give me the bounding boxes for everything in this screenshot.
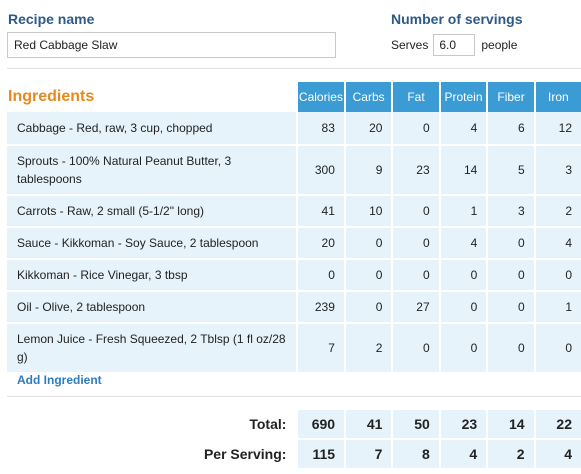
header-carbs: Carbs [343,82,392,112]
servings-row: Serves people [391,34,517,56]
fat-value: 0 [391,112,439,146]
carbs-value: 10 [343,196,392,228]
fat-value: 0 [391,196,439,228]
header-protein: Protein [438,82,487,112]
total-fiber: 14 [486,410,534,440]
ingredient-name[interactable]: Lemon Juice - Fresh Squeezed, 2 Tblsp (1… [7,324,296,374]
protein-value: 14 [438,146,487,196]
iron-value: 2 [533,196,581,228]
calories-value: 239 [295,292,344,324]
per-serving-carbs: 7 [344,440,392,470]
carbs-value: 0 [343,292,392,324]
divider [7,396,581,397]
per-serving-calories: 115 [296,440,345,470]
iron-value: 1 [533,292,581,324]
table-row[interactable]: Carrots - Raw, 2 small (5-1/2" long) 41 … [7,196,581,228]
ingredients-title: Ingredients [8,88,95,105]
iron-value: 3 [533,146,581,196]
protein-value: 0 [438,324,487,374]
per-serving-label: Per Serving: [7,440,297,470]
recipe-name-input[interactable] [7,32,336,58]
table-row[interactable]: Cabbage - Red, raw, 3 cup, chopped 83 20… [7,112,581,146]
fat-value: 0 [391,324,439,374]
totals-table: Total: 690 41 50 23 14 22 Per Serving: 1… [7,410,581,470]
table-header-row: Calories Carbs Fat Protein Fiber Iron [7,82,581,112]
ingredient-name[interactable]: Oil - Olive, 2 tablespoon [7,292,296,324]
fat-value: 23 [391,146,439,196]
calories-value: 41 [295,196,344,228]
per-serving-row: Per Serving: 115 7 8 4 2 4 [7,440,581,470]
iron-value: 0 [533,324,581,374]
header-fiber: Fiber [486,82,534,112]
carbs-value: 9 [343,146,392,196]
fat-value: 27 [391,292,439,324]
protein-value: 4 [438,228,487,260]
per-serving-iron: 4 [533,440,581,470]
total-fat: 50 [391,410,439,440]
carbs-value: 2 [343,324,392,374]
protein-value: 1 [438,196,487,228]
calories-value: 7 [295,324,344,374]
protein-value: 0 [438,292,487,324]
header-blank [7,82,296,112]
ingredient-name[interactable]: Carrots - Raw, 2 small (5-1/2" long) [7,196,296,228]
divider [7,68,581,69]
total-label: Total: [7,410,297,440]
fiber-value: 0 [486,260,534,292]
fiber-value: 6 [486,112,534,146]
table-row[interactable]: Oil - Olive, 2 tablespoon 239 0 27 0 0 1 [7,292,581,324]
per-serving-fiber: 2 [486,440,534,470]
fiber-value: 0 [486,228,534,260]
ingredient-name[interactable]: Sprouts - 100% Natural Peanut Butter, 3 … [7,146,296,196]
fat-value: 0 [391,228,439,260]
iron-value: 12 [533,112,581,146]
calories-value: 83 [295,112,344,146]
fat-value: 0 [391,260,439,292]
servings-label: Number of servings [391,11,523,27]
table-row[interactable]: Lemon Juice - Fresh Squeezed, 2 Tblsp (1… [7,324,581,374]
recipe-name-label: Recipe name [8,11,95,27]
header-fat: Fat [391,82,439,112]
table-row[interactable]: Sprouts - 100% Natural Peanut Butter, 3 … [7,146,581,196]
calories-value: 300 [295,146,344,196]
calories-value: 0 [295,260,344,292]
table-row[interactable]: Sauce - Kikkoman - Soy Sauce, 2 tablespo… [7,228,581,260]
calories-value: 20 [295,228,344,260]
total-row: Total: 690 41 50 23 14 22 [7,410,581,440]
total-calories: 690 [296,410,345,440]
serves-prefix: Serves [391,38,429,52]
fiber-value: 3 [486,196,534,228]
ingredient-name[interactable]: Cabbage - Red, raw, 3 cup, chopped [7,112,296,146]
iron-value: 0 [533,260,581,292]
total-protein: 23 [438,410,487,440]
fiber-value: 5 [486,146,534,196]
total-carbs: 41 [344,410,392,440]
fiber-value: 0 [486,292,534,324]
header-iron: Iron [533,82,581,112]
per-serving-fat: 8 [391,440,439,470]
per-serving-protein: 4 [438,440,487,470]
total-iron: 22 [533,410,581,440]
ingredients-table: Calories Carbs Fat Protein Fiber Iron Ca… [7,82,581,374]
ingredient-name[interactable]: Kikkoman - Rice Vinegar, 3 tbsp [7,260,296,292]
carbs-value: 0 [343,228,392,260]
ingredient-name[interactable]: Sauce - Kikkoman - Soy Sauce, 2 tablespo… [7,228,296,260]
protein-value: 0 [438,260,487,292]
add-ingredient-link[interactable]: Add Ingredient [17,373,102,387]
protein-value: 4 [438,112,487,146]
header-calories: Calories [295,82,344,112]
table-row[interactable]: Kikkoman - Rice Vinegar, 3 tbsp 0 0 0 0 … [7,260,581,292]
serves-suffix: people [481,38,518,52]
servings-input[interactable] [433,34,476,56]
carbs-value: 0 [343,260,392,292]
iron-value: 4 [533,228,581,260]
carbs-value: 20 [343,112,392,146]
fiber-value: 0 [486,324,534,374]
